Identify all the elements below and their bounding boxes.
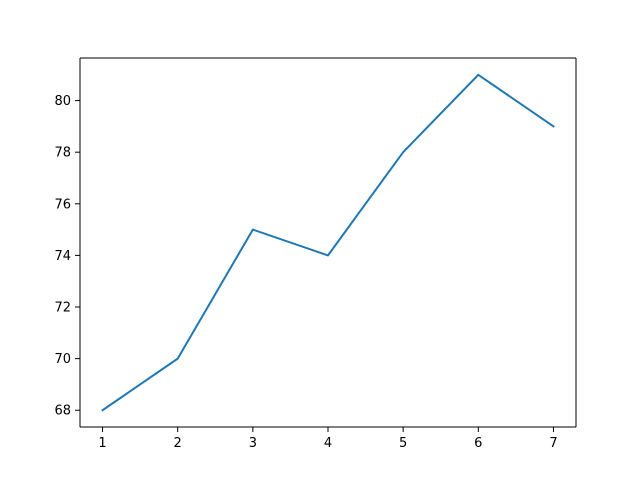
x-tick-label-3: 4 bbox=[324, 436, 332, 451]
y-tick-label-2: 72 bbox=[54, 301, 71, 316]
y-tick-label-0: 68 bbox=[54, 404, 71, 419]
x-tick-label-6: 7 bbox=[549, 436, 557, 451]
x-tick-label-0: 1 bbox=[98, 436, 106, 451]
y-tick-label-3: 74 bbox=[54, 249, 71, 264]
x-tick-label-4: 5 bbox=[399, 436, 407, 451]
x-tick-label-2: 3 bbox=[249, 436, 257, 451]
y-tick-label-4: 76 bbox=[54, 197, 71, 212]
series-line-0 bbox=[101, 73, 555, 412]
y-tick-label-1: 70 bbox=[54, 352, 71, 367]
x-tick-label-5: 6 bbox=[474, 436, 482, 451]
x-tick-label-1: 2 bbox=[174, 436, 182, 451]
y-tick-label-5: 78 bbox=[54, 146, 71, 161]
y-tick-label-6: 80 bbox=[54, 94, 71, 109]
plot-area: 1 2 3 4 5 6 7 68 70 72 74 76 78 80 bbox=[54, 57, 577, 451]
